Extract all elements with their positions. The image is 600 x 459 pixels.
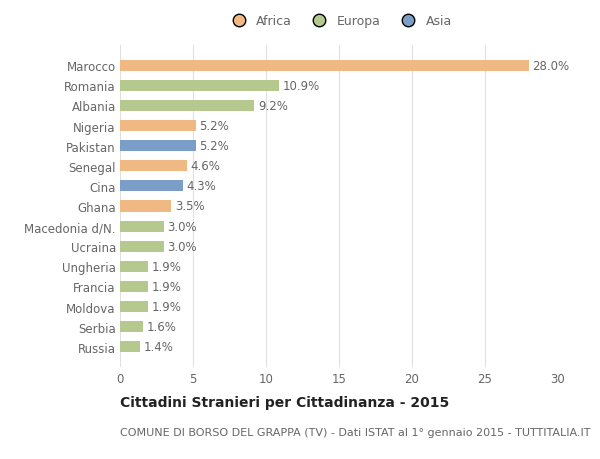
Text: 4.3%: 4.3% — [187, 180, 216, 193]
Bar — [120, 161, 187, 172]
Bar — [120, 81, 279, 92]
Bar — [120, 61, 529, 72]
Text: 5.2%: 5.2% — [200, 140, 229, 153]
Text: 9.2%: 9.2% — [258, 100, 288, 112]
Text: 10.9%: 10.9% — [283, 79, 320, 93]
Text: 4.6%: 4.6% — [191, 160, 221, 173]
Legend: Africa, Europa, Asia: Africa, Europa, Asia — [221, 11, 457, 34]
Text: 1.9%: 1.9% — [151, 260, 181, 273]
Bar — [120, 321, 143, 332]
Bar — [120, 261, 148, 272]
Bar — [120, 121, 196, 132]
Text: 1.9%: 1.9% — [151, 280, 181, 293]
Text: 3.0%: 3.0% — [167, 220, 197, 233]
Bar — [120, 101, 254, 112]
Bar — [120, 141, 196, 152]
Bar — [120, 201, 171, 212]
Bar — [120, 181, 183, 192]
Text: 1.6%: 1.6% — [147, 320, 177, 334]
Text: Cittadini Stranieri per Cittadinanza - 2015: Cittadini Stranieri per Cittadinanza - 2… — [120, 395, 449, 409]
Text: 28.0%: 28.0% — [532, 60, 569, 73]
Bar — [120, 341, 140, 353]
Text: 3.0%: 3.0% — [167, 240, 197, 253]
Text: 1.9%: 1.9% — [151, 301, 181, 313]
Bar — [120, 241, 164, 252]
Text: 1.4%: 1.4% — [144, 341, 174, 353]
Bar — [120, 221, 164, 232]
Bar — [120, 281, 148, 292]
Bar — [120, 302, 148, 313]
Text: COMUNE DI BORSO DEL GRAPPA (TV) - Dati ISTAT al 1° gennaio 2015 - TUTTITALIA.IT: COMUNE DI BORSO DEL GRAPPA (TV) - Dati I… — [120, 427, 590, 437]
Text: 3.5%: 3.5% — [175, 200, 205, 213]
Text: 5.2%: 5.2% — [200, 120, 229, 133]
